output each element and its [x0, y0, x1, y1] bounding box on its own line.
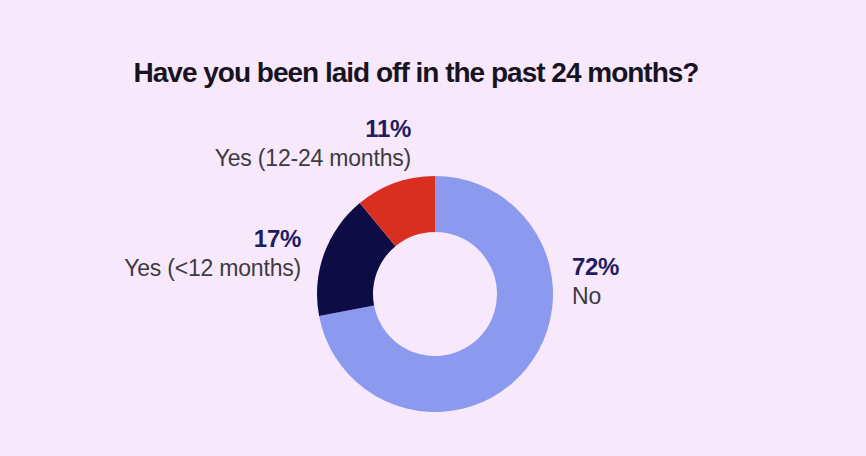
- percent-value: 17%: [124, 224, 301, 254]
- label-group-yes-under-12-months: 17% Yes (<12 months): [124, 224, 301, 282]
- category-label: Yes (<12 months): [124, 254, 301, 282]
- donut-chart-figure: Have you been laid off in the past 24 mo…: [0, 0, 866, 456]
- percent-value: 72%: [572, 252, 619, 282]
- category-label: No: [572, 282, 619, 310]
- label-group-no: 72% No: [572, 252, 619, 310]
- category-label: Yes (12-24 months): [215, 144, 411, 172]
- label-group-yes-12-24-months: 11% Yes (12-24 months): [215, 114, 411, 172]
- percent-value: 11%: [215, 114, 411, 144]
